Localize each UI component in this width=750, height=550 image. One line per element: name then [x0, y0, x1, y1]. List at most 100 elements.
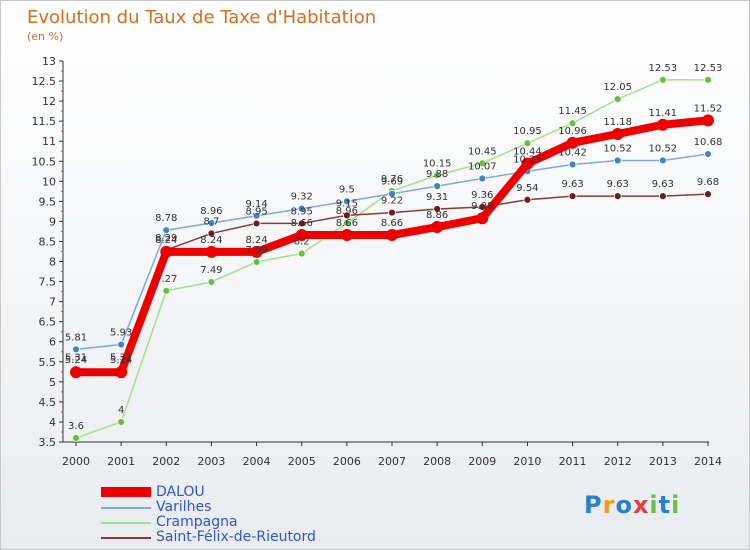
data-label: 8.95 — [245, 206, 267, 217]
data-label: 11.41 — [649, 108, 678, 119]
logo-letter: t — [658, 491, 672, 519]
legend-swatch — [101, 522, 151, 524]
data-point — [658, 75, 667, 84]
data-label: 10.07 — [468, 162, 497, 173]
y-tick-label: 8.5 — [39, 235, 57, 248]
data-label: 8.29 — [155, 233, 177, 244]
data-point — [704, 190, 712, 199]
legend-label: Varilhes — [156, 499, 212, 515]
y-tick-label: 12 — [42, 95, 56, 108]
x-tick-label: 2006 — [333, 455, 361, 468]
y-tick-label: 6.5 — [39, 316, 57, 329]
data-point — [433, 171, 442, 180]
data-label: 10.15 — [423, 158, 452, 169]
data-label: 9.88 — [426, 169, 448, 180]
data-point — [162, 286, 171, 295]
chart-title: Evolution du Taux de Taxe d'Habitation — [27, 7, 377, 28]
data-point — [386, 229, 398, 242]
x-tick-label: 2001 — [107, 455, 135, 468]
data-label: 8.86 — [426, 210, 448, 221]
y-tick-label: 9.5 — [39, 195, 57, 208]
data-label: 3.6 — [68, 421, 84, 432]
data-label: 8.66 — [291, 218, 313, 229]
data-label: 9.54 — [516, 183, 538, 194]
data-point — [162, 226, 171, 235]
data-point — [72, 434, 80, 442]
data-point — [388, 208, 396, 217]
y-tick-label: 10 — [42, 175, 56, 188]
data-label: 7.99 — [245, 245, 267, 256]
data-label: 9.32 — [291, 192, 313, 203]
data-label: 10.25 — [513, 154, 542, 165]
data-label: 7.27 — [155, 274, 177, 285]
data-point — [342, 197, 351, 206]
legend-label: DALOU — [156, 484, 205, 500]
legend-swatch — [101, 507, 151, 509]
data-label: 9.14 — [245, 199, 267, 210]
data-point — [297, 204, 306, 213]
data-label: 9.68 — [697, 177, 719, 188]
data-label: 8.96 — [336, 206, 358, 217]
y-tick-label: 8 — [49, 256, 56, 269]
y-tick-label: 4.5 — [39, 396, 57, 409]
data-point — [295, 229, 308, 242]
logo-letter: i — [671, 491, 681, 519]
data-point — [340, 229, 353, 242]
data-label: 8.78 — [155, 213, 177, 224]
data-label: 8.66 — [336, 218, 358, 229]
data-label: 9.63 — [561, 179, 583, 190]
data-label: 4 — [118, 405, 124, 416]
data-label: 11.45 — [558, 106, 587, 117]
data-point — [568, 160, 577, 169]
data-point — [476, 212, 489, 225]
data-label: 8.2 — [294, 237, 310, 248]
data-point — [568, 192, 577, 201]
data-point — [160, 245, 173, 258]
data-point — [568, 119, 577, 128]
y-tick-label: 5.5 — [39, 356, 57, 369]
x-tick-label: 2012 — [604, 455, 632, 468]
logo-letter: P — [584, 491, 603, 519]
logo-letter: i — [649, 491, 659, 519]
x-tick-label: 2004 — [243, 455, 271, 468]
data-label: 9.63 — [607, 179, 629, 190]
data-point — [207, 229, 216, 238]
data-point — [431, 221, 444, 234]
data-point — [611, 127, 624, 140]
y-tick-label: 4 — [49, 416, 56, 429]
data-point — [478, 159, 487, 168]
data-point — [70, 366, 82, 379]
data-point — [433, 205, 442, 213]
data-label: 11.52 — [694, 103, 723, 114]
y-tick-label: 10.5 — [32, 155, 57, 168]
data-label: 9.31 — [426, 192, 448, 203]
y-tick-label: 12.5 — [32, 75, 57, 88]
data-point — [613, 192, 622, 201]
data-label: 9.63 — [652, 179, 674, 190]
x-tick-label: 2014 — [694, 455, 722, 468]
data-label: 10.96 — [558, 126, 587, 137]
data-label: 5.24 — [65, 355, 87, 366]
data-label: 5.93 — [110, 328, 132, 339]
data-point — [478, 174, 487, 183]
data-label: 12.05 — [603, 82, 632, 93]
x-tick-label: 2000 — [62, 455, 90, 468]
data-label: 10.52 — [649, 143, 678, 154]
data-point — [297, 249, 306, 258]
x-tick-label: 2003 — [197, 455, 225, 468]
data-label: 8.95 — [291, 206, 313, 217]
data-label: 9.69 — [381, 177, 403, 188]
y-tick-label: 7.5 — [39, 276, 57, 289]
logo-letter: r — [602, 491, 616, 519]
data-point — [250, 245, 263, 258]
data-point — [658, 156, 667, 165]
legend-label: Saint-Félix-de-Rieutord — [156, 529, 316, 545]
y-tick-label: 9 — [49, 215, 56, 228]
data-point — [207, 219, 216, 227]
data-point — [523, 139, 532, 148]
data-point — [117, 340, 126, 349]
x-tick-label: 2011 — [559, 455, 587, 468]
data-label: 5.24 — [110, 355, 132, 366]
